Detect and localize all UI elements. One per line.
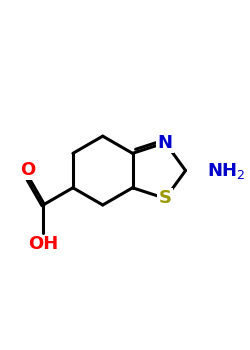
Text: NH$_2$: NH$_2$: [207, 161, 246, 181]
Text: S: S: [159, 189, 172, 208]
Text: O: O: [20, 161, 35, 178]
Text: N: N: [158, 134, 173, 152]
Text: OH: OH: [28, 235, 58, 253]
